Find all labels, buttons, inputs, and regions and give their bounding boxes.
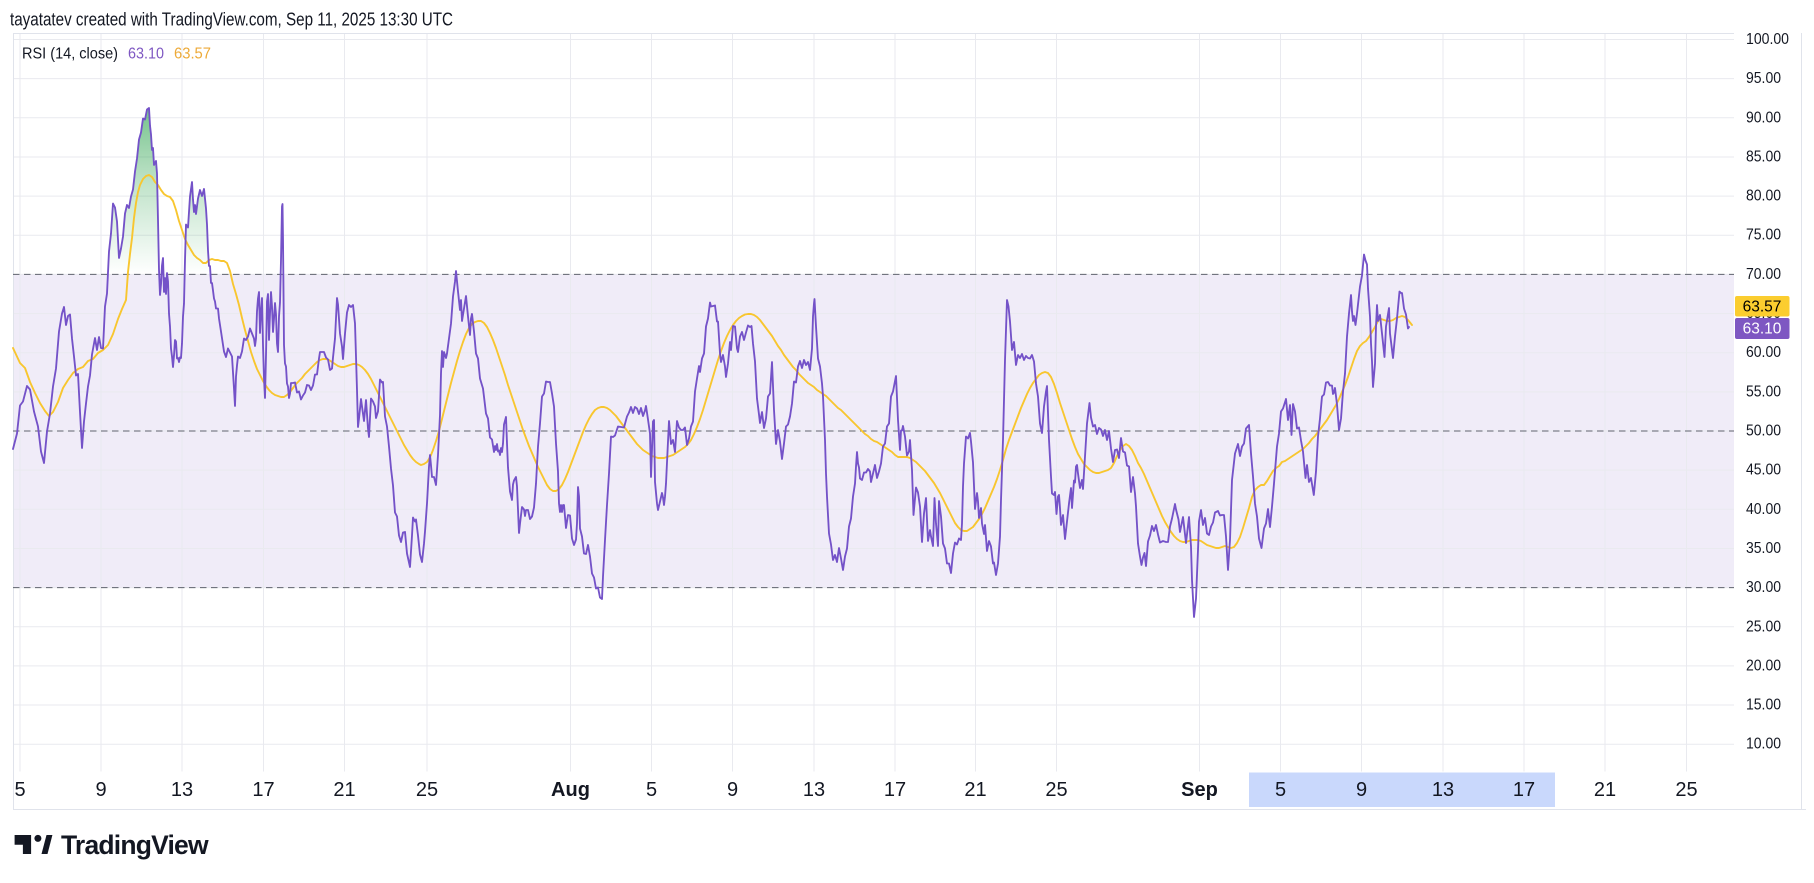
svg-text:60.00: 60.00 xyxy=(1746,344,1781,361)
svg-text:10.00: 10.00 xyxy=(1746,736,1781,753)
svg-text:45.00: 45.00 xyxy=(1746,462,1781,479)
svg-text:Sep: Sep xyxy=(1181,779,1218,801)
svg-text:5: 5 xyxy=(14,779,25,801)
svg-text:RSI (14, close): RSI (14, close) xyxy=(22,46,118,63)
svg-text:21: 21 xyxy=(333,779,355,801)
svg-text:17: 17 xyxy=(1513,779,1535,801)
svg-text:95.00: 95.00 xyxy=(1746,70,1781,87)
svg-text:75.00: 75.00 xyxy=(1746,227,1781,244)
svg-text:25: 25 xyxy=(1045,779,1067,801)
svg-text:21: 21 xyxy=(964,779,986,801)
svg-text:40.00: 40.00 xyxy=(1746,501,1781,518)
svg-text:85.00: 85.00 xyxy=(1746,149,1781,166)
svg-text:17: 17 xyxy=(884,779,906,801)
svg-text:9: 9 xyxy=(95,779,106,801)
svg-text:25: 25 xyxy=(416,779,438,801)
svg-text:55.00: 55.00 xyxy=(1746,383,1781,400)
svg-text:21: 21 xyxy=(1594,779,1616,801)
svg-text:63.10: 63.10 xyxy=(128,46,164,63)
svg-text:17: 17 xyxy=(252,779,274,801)
svg-text:63.57: 63.57 xyxy=(174,46,211,63)
svg-text:63.10: 63.10 xyxy=(1743,321,1782,338)
svg-text:15.00: 15.00 xyxy=(1746,697,1781,714)
svg-text:Aug: Aug xyxy=(551,779,590,801)
svg-text:tayatatev created with Trading: tayatatev created with TradingView.com, … xyxy=(10,10,453,30)
svg-text:35.00: 35.00 xyxy=(1746,540,1781,557)
svg-text:25: 25 xyxy=(1675,779,1697,801)
svg-text:5: 5 xyxy=(646,779,657,801)
svg-text:13: 13 xyxy=(1432,779,1454,801)
svg-text:5: 5 xyxy=(1275,779,1286,801)
svg-text:70.00: 70.00 xyxy=(1746,266,1781,283)
svg-text:63.57: 63.57 xyxy=(1743,298,1782,315)
svg-text:20.00: 20.00 xyxy=(1746,657,1781,674)
svg-text:25.00: 25.00 xyxy=(1746,618,1781,635)
svg-text:90.00: 90.00 xyxy=(1746,109,1781,126)
svg-text:100.00: 100.00 xyxy=(1746,31,1789,48)
svg-text:80.00: 80.00 xyxy=(1746,188,1781,205)
svg-text:9: 9 xyxy=(1356,779,1367,801)
svg-text:TradingView: TradingView xyxy=(61,830,209,860)
svg-text:30.00: 30.00 xyxy=(1746,579,1781,596)
svg-text:50.00: 50.00 xyxy=(1746,423,1781,440)
svg-text:9: 9 xyxy=(727,779,738,801)
svg-text:13: 13 xyxy=(171,779,193,801)
svg-text:13: 13 xyxy=(803,779,825,801)
